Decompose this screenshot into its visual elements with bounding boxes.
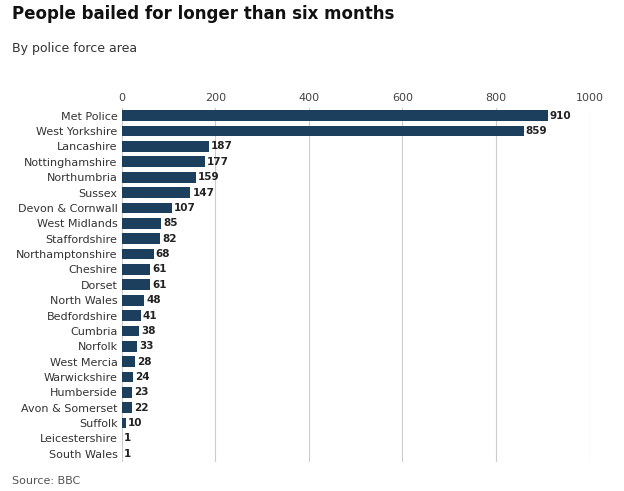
Bar: [122, 279, 150, 290]
Text: 85: 85: [163, 218, 178, 228]
Text: 68: 68: [155, 249, 170, 259]
Bar: [122, 187, 190, 198]
Bar: [122, 341, 137, 352]
Text: 82: 82: [162, 234, 177, 244]
Bar: [122, 418, 126, 429]
Text: 48: 48: [146, 295, 160, 305]
Text: 23: 23: [134, 387, 149, 397]
Text: 147: 147: [192, 188, 215, 197]
Text: 24: 24: [135, 372, 149, 382]
Text: 41: 41: [143, 310, 157, 321]
Bar: [122, 218, 162, 229]
Bar: [122, 326, 139, 336]
Text: 177: 177: [207, 157, 228, 167]
Bar: [122, 310, 141, 321]
Bar: [122, 295, 144, 305]
Text: 910: 910: [549, 110, 571, 121]
Bar: [122, 248, 154, 259]
Text: 859: 859: [525, 126, 547, 136]
Bar: [122, 110, 548, 121]
Text: 1: 1: [124, 434, 131, 443]
Bar: [122, 203, 172, 213]
Text: 10: 10: [129, 418, 143, 428]
Text: 107: 107: [173, 203, 195, 213]
Text: 61: 61: [152, 280, 167, 290]
Bar: [122, 264, 150, 275]
Text: 61: 61: [152, 265, 167, 274]
Text: 187: 187: [211, 141, 233, 151]
Text: Source: BBC: Source: BBC: [12, 476, 80, 486]
Text: 159: 159: [198, 172, 220, 182]
Bar: [122, 356, 135, 367]
Text: 28: 28: [137, 356, 151, 367]
Bar: [122, 402, 132, 413]
Text: People bailed for longer than six months: People bailed for longer than six months: [12, 5, 395, 23]
Text: 1: 1: [124, 449, 131, 459]
Text: 38: 38: [141, 326, 156, 336]
Text: By police force area: By police force area: [12, 42, 138, 55]
Text: 33: 33: [139, 341, 154, 351]
Bar: [122, 372, 133, 382]
Bar: [122, 233, 160, 244]
Bar: [122, 141, 209, 152]
Bar: [122, 126, 524, 136]
Bar: [122, 387, 132, 398]
Text: 22: 22: [134, 403, 149, 413]
Bar: [122, 172, 196, 183]
Bar: [122, 157, 205, 167]
